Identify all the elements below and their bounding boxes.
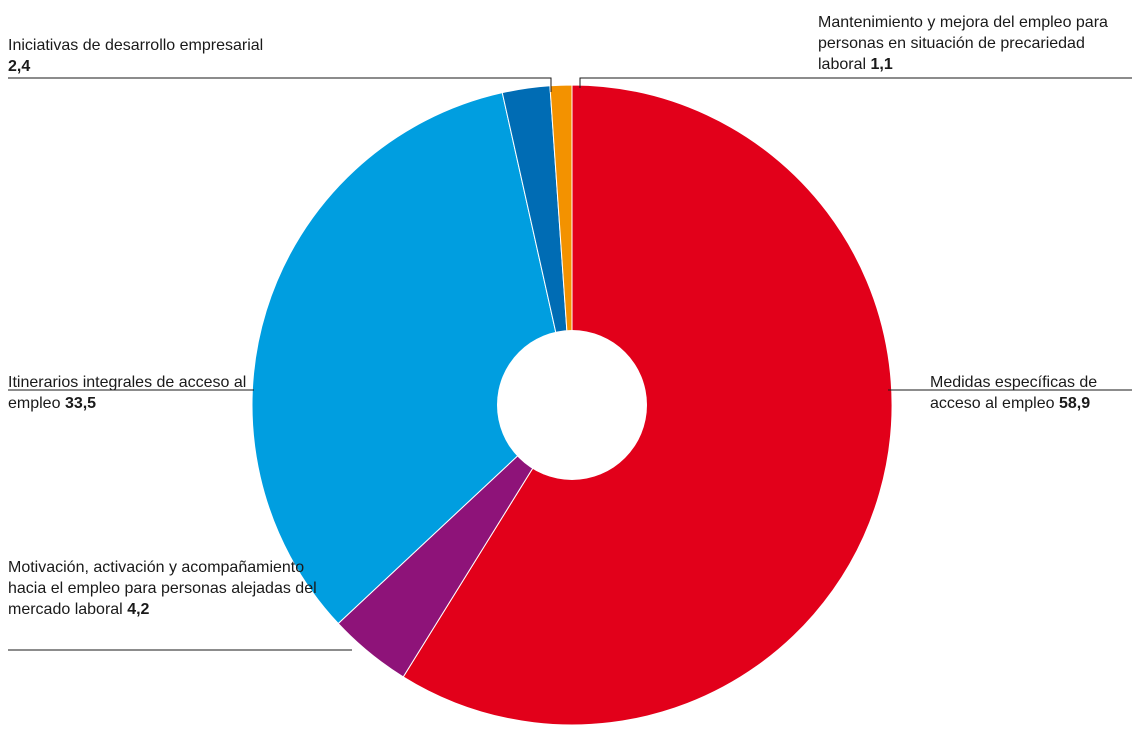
leader-line-mantenimiento — [579, 77, 1132, 88]
donut-hole — [497, 330, 647, 480]
slice-medidas — [402, 84, 893, 726]
slice-value-label: 33,5 — [64, 395, 97, 412]
slice-label-mantenimiento: Mantenimiento y mejora del empleo para p… — [818, 12, 1128, 75]
slice-value-label: 4,2 — [127, 601, 150, 618]
slice-mantenimiento — [549, 84, 573, 406]
leader-line-iniciativas — [8, 77, 552, 92]
slice-value-label: 2,4 — [8, 58, 31, 75]
slice-label-motivacion: Motivación, activación y acompañamiento … — [8, 557, 338, 620]
slice-value-label: 58,9 — [1058, 395, 1091, 412]
slice-label-text: Motivación, activación y acompañamiento … — [8, 559, 317, 618]
slice-itinerarios — [251, 92, 573, 625]
slice-value-label: 1,1 — [870, 56, 893, 73]
slice-label-medidas: Medidas específicas de acceso al empleo … — [930, 372, 1130, 414]
slice-label-text: Mantenimiento y mejora del empleo para p… — [818, 14, 1108, 73]
slice-label-iniciativas: Iniciativas de desarrollo empresarial 2,… — [8, 35, 268, 77]
slice-label-text: Medidas específicas de acceso al empleo — [930, 374, 1098, 412]
slice-label-text: Iniciativas de desarrollo empresarial — [8, 37, 264, 54]
slice-label-text: Itinerarios integrales de acceso al empl… — [8, 374, 247, 412]
slice-label-itinerarios: Itinerarios integrales de acceso al empl… — [8, 372, 248, 414]
